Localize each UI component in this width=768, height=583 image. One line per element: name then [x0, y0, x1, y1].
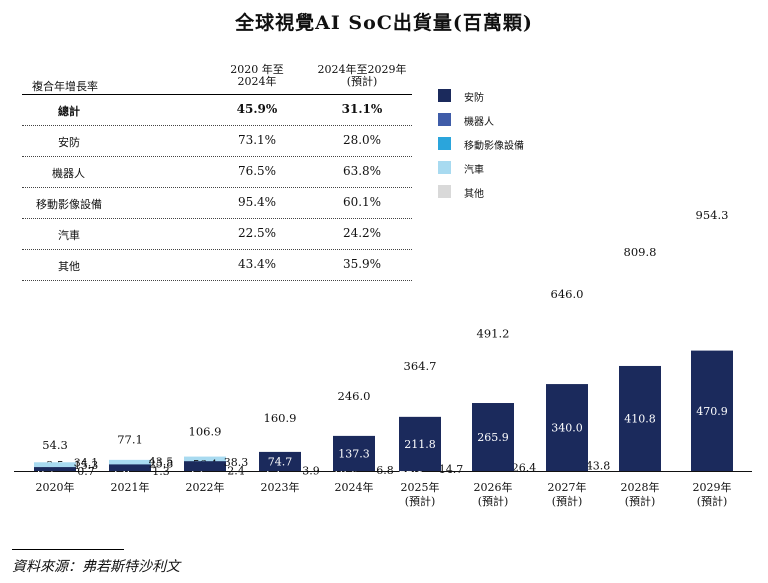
x-tick-sublabel: (預計)	[405, 494, 436, 508]
source-note: 資料來源：弗若斯特沙利文	[12, 559, 180, 575]
bar-total-label: 54.3	[42, 438, 68, 452]
bar-segment-label: 43.5	[149, 455, 174, 468]
bar-segment	[546, 384, 588, 471]
x-tick-label: 2028年	[621, 480, 660, 494]
bar-segment-label: 25.8	[149, 458, 174, 471]
x-tick-sublabel: (預計)	[552, 494, 583, 508]
bar-segment-label: 0.7	[37, 465, 55, 478]
cagr-col1-header: 2020 年至 2024年	[230, 63, 284, 88]
x-tick-label: 2022年	[186, 480, 225, 494]
bar-total-label: 246.0	[338, 389, 371, 403]
cagr-row-robot: 機器人 76.5% 63.8%	[22, 157, 412, 188]
legend-swatch-other	[438, 185, 451, 198]
cagr-row-security: 安防 73.1% 28.0%	[22, 126, 412, 157]
cagr-row-mobile: 移動影像設備 95.4% 60.1%	[22, 188, 412, 219]
bar-segment-label: 137.3	[338, 447, 370, 460]
bar-segment	[109, 464, 151, 471]
bar-segment	[399, 416, 441, 471]
bar-segment-label: 470.9	[696, 405, 728, 418]
bar-segment-label: 26.4	[512, 462, 537, 475]
bar-segment	[619, 365, 661, 471]
bar-segment-label: 6.8	[376, 464, 394, 477]
bar-total-label: 954.3	[696, 208, 729, 222]
chart-title: 全球視覺AI SoC出貨量(百萬顆)	[235, 12, 533, 34]
bar-segment-label: 43.8	[586, 459, 611, 472]
bar-segment-label: 38.3	[224, 456, 249, 469]
bar-total-label: 364.7	[404, 359, 437, 373]
x-tick-label: 2024年	[335, 480, 374, 494]
bar-segment-label: 2.4	[227, 465, 245, 478]
x-tick-label: 2023年	[261, 480, 300, 494]
bar-segment	[472, 403, 514, 471]
cagr-col2-header: 2024年至2029年 (預計)	[317, 63, 407, 88]
legend-swatch-security	[438, 89, 451, 102]
bar-total-label: 77.1	[117, 432, 143, 446]
bar-segment-label: 265.9	[477, 431, 509, 444]
bar-segment-label: 3.9	[302, 465, 320, 478]
bar-segment	[34, 467, 76, 471]
x-tick-label: 2025年	[401, 480, 440, 494]
bar-total-label: 106.9	[189, 425, 222, 439]
bar-segment-label: 410.8	[624, 412, 656, 425]
bar-segment-label: 34.1	[74, 457, 99, 470]
x-tick-label: 2020年	[36, 480, 75, 494]
legend-swatch-robot	[438, 113, 451, 126]
legend-swatch-auto	[438, 161, 451, 174]
cagr-row-auto: 汽車 22.5% 24.2%	[22, 219, 412, 250]
cagr-header-label: 複合年增長率	[32, 80, 98, 93]
bar-segment	[184, 461, 226, 471]
legend-swatch-mobile	[438, 137, 451, 150]
bar-segment	[691, 350, 733, 471]
x-tick-label: 2029年	[693, 480, 732, 494]
header-divider	[22, 94, 412, 95]
cagr-row-total: 總計 45.9% 31.1%	[22, 95, 412, 126]
bar-total-label: 809.8	[624, 245, 657, 259]
bar-segment	[259, 451, 301, 471]
bar-segment-label: 15.3	[74, 459, 99, 472]
bar-total-label: 160.9	[264, 411, 297, 425]
x-tick-label: 2026年	[474, 480, 513, 494]
bar-total-label: 491.2	[477, 326, 510, 340]
bar-segment	[34, 462, 76, 471]
bar-segment-label: 340.0	[551, 422, 583, 435]
x-tick-sublabel: (預計)	[478, 494, 509, 508]
cagr-table-header: 複合年增長率 2020 年至 2024年 2024年至2029年 (預計)	[22, 58, 412, 98]
cagr-row-other: 其他 43.4% 35.9%	[22, 250, 412, 281]
source-divider	[12, 549, 124, 550]
bar-segment-label: 14.7	[439, 463, 464, 476]
bar-total-label: 646.0	[551, 287, 584, 301]
x-tick-sublabel: (預計)	[625, 494, 656, 508]
x-tick-sublabel: (預計)	[697, 494, 728, 508]
bar-segment-label: 74.7	[268, 455, 293, 468]
bar-segment-label: 0.7	[77, 465, 95, 478]
bar-segment	[333, 435, 375, 471]
x-tick-label: 2027年	[548, 480, 587, 494]
bar-segment-label: 1.3	[152, 465, 170, 478]
bar-segment-label: 211.8	[404, 438, 436, 451]
x-tick-label: 2021年	[111, 480, 150, 494]
